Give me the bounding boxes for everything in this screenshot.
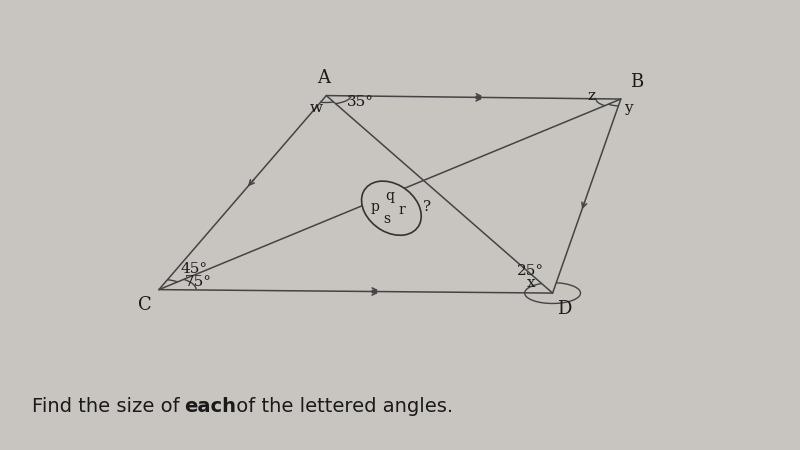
Text: Find the size of: Find the size of — [32, 397, 186, 416]
Text: 45°: 45° — [181, 262, 208, 276]
Text: w: w — [310, 101, 322, 115]
Text: x: x — [526, 276, 535, 290]
Text: r: r — [398, 203, 406, 217]
Text: s: s — [383, 212, 390, 226]
Text: B: B — [630, 73, 643, 91]
Text: of the lettered angles.: of the lettered angles. — [230, 397, 454, 416]
Text: 25°: 25° — [518, 264, 545, 278]
Text: y: y — [624, 101, 633, 115]
Text: z: z — [588, 89, 596, 103]
Text: D: D — [557, 300, 571, 318]
Text: each: each — [184, 397, 236, 416]
Text: C: C — [138, 296, 151, 314]
Text: 75°: 75° — [185, 274, 211, 288]
Text: A: A — [317, 69, 330, 87]
Text: p: p — [370, 200, 379, 214]
Ellipse shape — [362, 181, 422, 235]
Text: ?: ? — [423, 200, 431, 214]
Text: 35°: 35° — [347, 95, 374, 109]
Text: q: q — [385, 189, 394, 203]
